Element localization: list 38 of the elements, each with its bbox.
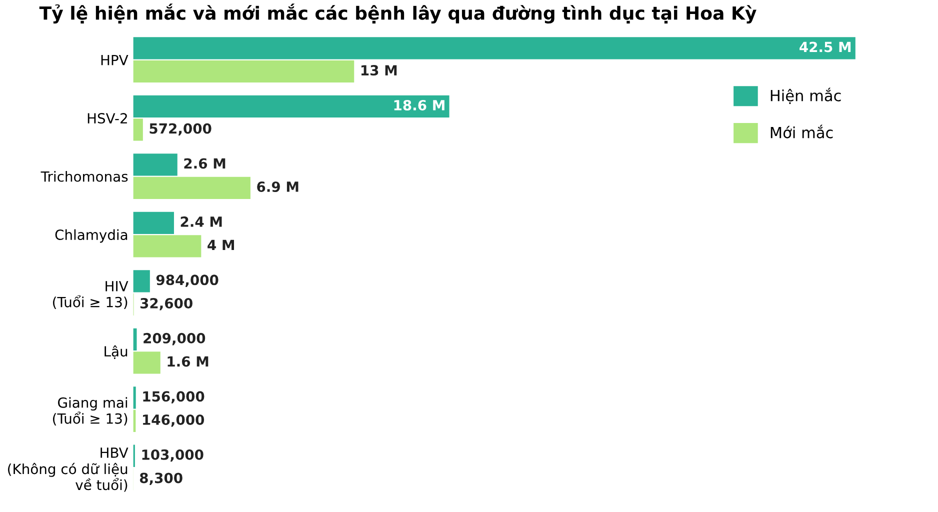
data-label: 42.5 M [800, 42, 851, 52]
bar [133, 386, 136, 409]
chart-title: Tỷ lệ hiện mắc và mới mắc các bệnh lây qua đường tình dục tại Hoa Kỳ [39, 4, 756, 24]
y-tick-label: HSV-2 [88, 113, 127, 124]
bar [133, 154, 178, 176]
y-tick-label: HPV [101, 54, 128, 66]
data-label: 2.6 M [184, 158, 226, 169]
data-label: 2.4 M [180, 216, 222, 227]
data-label: 6.9 M [257, 182, 298, 192]
data-label: 156,000 [143, 391, 204, 404]
data-label: 572,000 [150, 123, 212, 136]
data-label: 4 M [208, 240, 234, 250]
data-label: 8,300 [140, 472, 182, 485]
legend-label: Mới mắc [770, 124, 833, 138]
y-tick-label: Chlamydia [55, 229, 128, 243]
bar [133, 37, 856, 60]
bar [133, 176, 250, 200]
y-tick-label: HBV (Không có dữ liệu về tuổi) [8, 448, 128, 492]
data-label: 1.6 M [168, 356, 208, 367]
bar [133, 118, 143, 141]
data-label: 13 M [361, 65, 397, 76]
data-label: 32,600 [140, 298, 192, 310]
bar [133, 352, 160, 374]
data-label: 18.6 M [394, 100, 444, 110]
y-tick-label: HIV (Tuổi ≥ 13) [53, 281, 128, 309]
y-tick-label: Lậu [104, 345, 128, 359]
data-label: 209,000 [144, 332, 206, 346]
data-label: 103,000 [142, 449, 204, 462]
legend-label: Hiện mắc [770, 88, 841, 104]
bar [133, 95, 450, 118]
bar [133, 270, 150, 292]
data-label: 146,000 [143, 414, 204, 427]
data-label: 984,000 [156, 274, 218, 287]
y-tick-label: Trichomonas [40, 171, 128, 182]
bar [133, 235, 202, 258]
bar [133, 212, 174, 234]
y-tick-label: Giang mai (Tuổi ≥ 13) [53, 397, 128, 426]
bar [133, 60, 354, 83]
